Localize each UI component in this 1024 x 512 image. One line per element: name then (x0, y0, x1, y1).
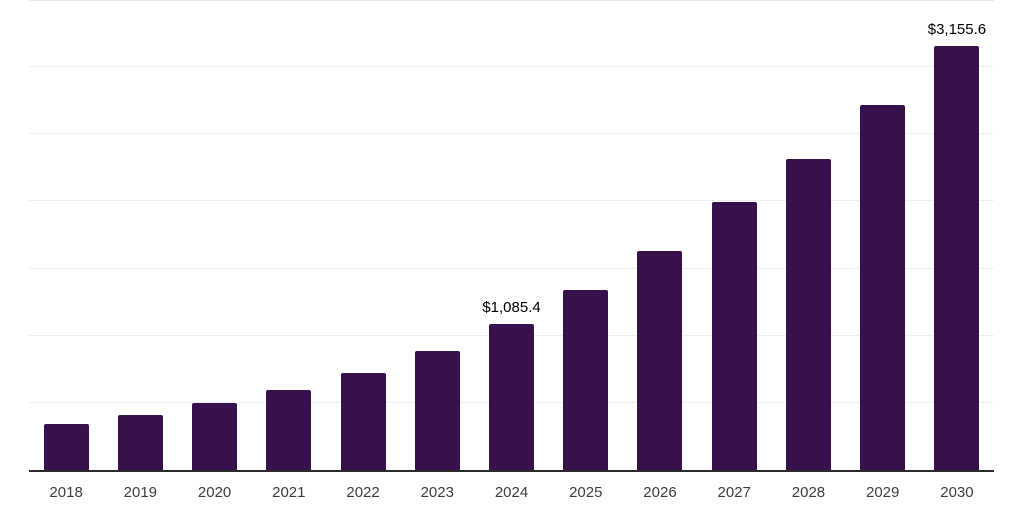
bar-2018[interactable] (43, 424, 89, 470)
bar-slot-2028 (771, 0, 845, 470)
bar-2029[interactable] (860, 105, 906, 470)
bar-slot-2024: $1,085.4 (474, 0, 548, 470)
x-tick-label-2020: 2020 (197, 484, 232, 501)
x-axis-tick-labels: 2018 2019 2020 2021 2022 2023 2024 2025 2026 2027… (29, 483, 994, 502)
bar-2027[interactable] (711, 202, 757, 470)
gridline-3500 (29, 0, 994, 1)
gridline-2500 (29, 133, 994, 135)
x-axis-line (29, 470, 994, 472)
bar-2030[interactable] (934, 46, 980, 470)
bar-2021[interactable] (266, 390, 312, 470)
bar-2020[interactable] (192, 403, 238, 470)
x-tick-label-2023: 2023 (420, 484, 454, 501)
bar-2024[interactable] (489, 324, 535, 470)
bar-slot-2023 (400, 0, 474, 470)
data-label-2030: $3,155.6 (927, 21, 987, 39)
gridline-1500 (29, 267, 994, 269)
gridline-3000 (29, 66, 994, 68)
data-label-2024: $1,085.4 (482, 299, 541, 317)
bar-2028[interactable] (785, 158, 831, 470)
bar-2026[interactable] (637, 251, 683, 470)
bar-slot-2029 (846, 0, 920, 470)
bar-2019[interactable] (117, 415, 163, 470)
plot-area: $1,085.4 $3,155.6 (29, 0, 994, 472)
bar-slot-2021 (252, 0, 326, 470)
x-tick-label-2027: 2027 (717, 484, 751, 501)
bar-slot-2025 (549, 0, 623, 470)
bars-container: $1,085.4 $3,155.6 (29, 0, 994, 470)
bar-slot-2018 (29, 0, 103, 470)
bar-slot-2022 (326, 0, 400, 470)
x-tick-label-2029: 2029 (866, 484, 900, 501)
x-tick-label-2019: 2019 (123, 484, 158, 501)
x-tick-label-2026: 2026 (643, 484, 677, 501)
bar-2025[interactable] (563, 290, 609, 470)
gridline-2000 (29, 200, 994, 202)
x-tick-label-2022: 2022 (346, 484, 380, 501)
x-tick-label-2024: 2024 (494, 484, 529, 501)
bar-slot-2020 (177, 0, 251, 470)
bar-slot-2019 (103, 0, 177, 470)
bar-slot-2030: $3,155.6 (920, 0, 994, 470)
x-tick-label-2025: 2025 (569, 484, 603, 501)
x-tick-label-2030: 2030 (940, 484, 974, 501)
x-tick-label-2018: 2018 (49, 484, 83, 501)
bar-2023[interactable] (414, 350, 460, 470)
x-tick-label-2028: 2028 (791, 484, 826, 501)
bar-slot-2026 (623, 0, 697, 470)
bar-2022[interactable] (340, 373, 386, 470)
x-tick-label-2021: 2021 (272, 484, 306, 501)
bar-slot-2027 (697, 0, 771, 470)
